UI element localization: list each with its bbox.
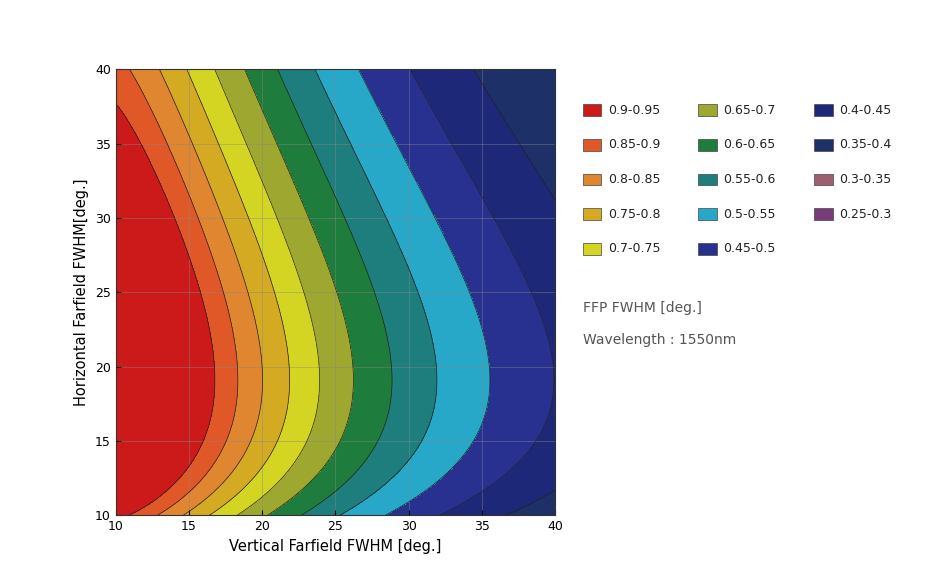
Text: 0.25-0.3: 0.25-0.3 bbox=[839, 208, 891, 221]
Text: 0.85-0.9: 0.85-0.9 bbox=[608, 138, 660, 151]
Text: 0.9-0.95: 0.9-0.95 bbox=[608, 104, 660, 116]
Text: 0.8-0.85: 0.8-0.85 bbox=[608, 173, 660, 186]
Text: FFP FWHM [deg.]: FFP FWHM [deg.] bbox=[583, 301, 702, 315]
Text: 0.55-0.6: 0.55-0.6 bbox=[723, 173, 776, 186]
Text: 0.6-0.65: 0.6-0.65 bbox=[723, 138, 775, 151]
Text: 0.7-0.75: 0.7-0.75 bbox=[608, 243, 660, 255]
Text: Wavelength : 1550nm: Wavelength : 1550nm bbox=[583, 333, 736, 347]
Text: 0.65-0.7: 0.65-0.7 bbox=[723, 104, 776, 116]
Text: 0.35-0.4: 0.35-0.4 bbox=[839, 138, 891, 151]
X-axis label: Vertical Farfield FWHM [deg.]: Vertical Farfield FWHM [deg.] bbox=[229, 538, 441, 554]
Text: 0.4-0.45: 0.4-0.45 bbox=[839, 104, 891, 116]
Text: 0.75-0.8: 0.75-0.8 bbox=[608, 208, 660, 221]
Text: 0.45-0.5: 0.45-0.5 bbox=[723, 243, 776, 255]
Y-axis label: Horizontal Farfield FWHM[deg.]: Horizontal Farfield FWHM[deg.] bbox=[74, 179, 90, 406]
Text: 0.5-0.55: 0.5-0.55 bbox=[723, 208, 776, 221]
Text: 0.3-0.35: 0.3-0.35 bbox=[839, 173, 891, 186]
